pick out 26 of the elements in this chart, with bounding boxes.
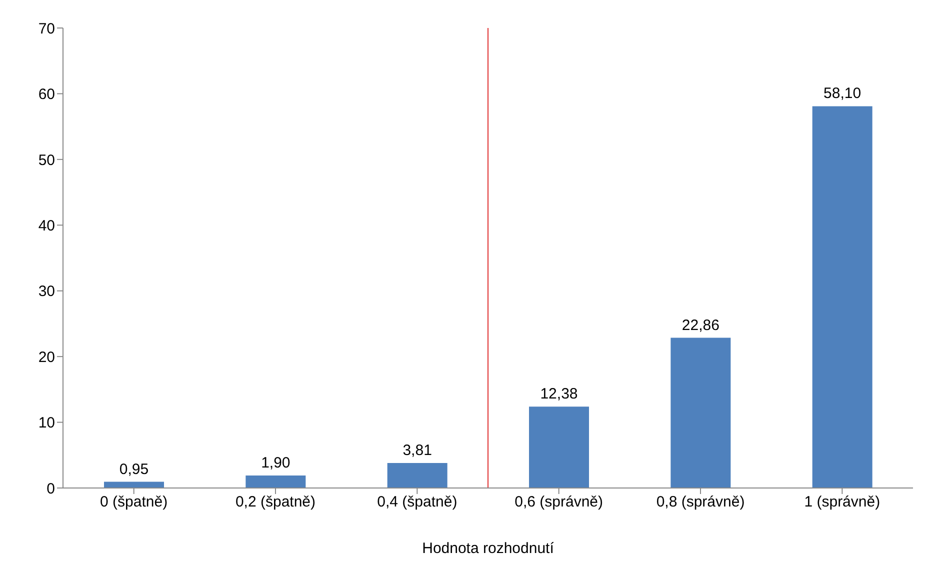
data-label: 3,81 <box>402 442 432 459</box>
y-tick-label: 60 <box>38 86 55 104</box>
bar <box>812 106 872 488</box>
y-tick-label: 10 <box>38 414 55 432</box>
bar <box>670 338 731 488</box>
bar <box>246 476 306 488</box>
y-tick-label: 30 <box>38 283 55 300</box>
x-tick-label: 0,4 (špatně) <box>377 494 458 511</box>
y-tick-label: 40 <box>38 217 55 234</box>
x-tick-label: 0,2 (špatně) <box>235 494 316 511</box>
bar <box>529 406 589 488</box>
data-label: 58,10 <box>824 85 862 102</box>
y-tick-label: 0 <box>46 480 55 498</box>
data-label: 12,38 <box>540 386 578 403</box>
data-label: 0,95 <box>119 460 149 478</box>
data-label: 1,90 <box>261 454 290 472</box>
y-tick-label: 50 <box>38 152 55 169</box>
y-tick-label: 20 <box>38 348 55 366</box>
data-label: 22,86 <box>682 316 720 334</box>
bar <box>387 462 448 488</box>
x-tick-label: 0 (špatně) <box>100 494 168 511</box>
y-tick-label: 70 <box>38 20 55 38</box>
x-tick-label: 0,6 (správně) <box>514 494 604 511</box>
x-tick-label: 0,8 (správně) <box>656 494 745 511</box>
x-axis-title: Hodnota rozhodnutí <box>422 540 555 557</box>
x-tick-label: 1 (správně) <box>804 494 880 511</box>
